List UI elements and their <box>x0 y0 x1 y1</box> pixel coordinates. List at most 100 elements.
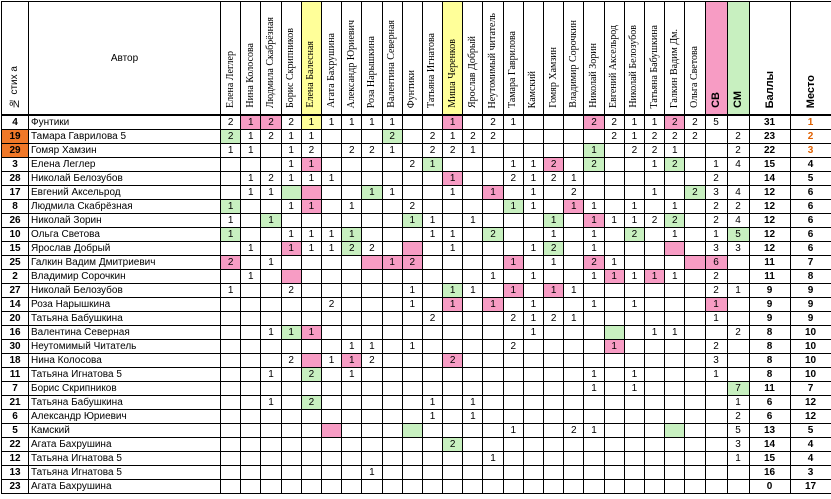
vote-cell <box>564 438 584 452</box>
vote-cell: 2 <box>644 130 664 144</box>
author-name: Ярослав Добрый <box>29 242 221 256</box>
vote-cell <box>281 466 301 480</box>
vote-cell <box>402 410 422 424</box>
vote-cell <box>685 256 705 270</box>
vote-cell <box>443 270 463 284</box>
vote-cell <box>523 410 543 424</box>
vote-cell <box>644 466 664 480</box>
vote-cell: 1 <box>523 326 543 340</box>
vote-cell: 1 <box>261 256 281 270</box>
poem-number: 3 <box>2 158 29 172</box>
vote-cell <box>624 326 644 340</box>
vote-cell: 2 <box>665 115 685 130</box>
vote-cell <box>564 158 584 172</box>
vote-cell <box>362 396 382 410</box>
vote-cell <box>604 186 624 200</box>
vote-cell: 1 <box>281 242 301 256</box>
vote-cell <box>422 438 442 452</box>
vote-cell <box>241 214 261 228</box>
poem-number: 4 <box>2 115 29 130</box>
vote-cell <box>241 424 261 438</box>
vote-cell: 1 <box>241 115 261 130</box>
sv-cell <box>705 144 727 158</box>
vote-cell <box>301 480 321 494</box>
vote-cell <box>342 312 362 326</box>
vote-cell: 1 <box>564 312 584 326</box>
vote-cell <box>261 340 281 354</box>
vote-cell: 1 <box>382 186 402 200</box>
vote-cell: 1 <box>604 270 624 284</box>
poem-number: 20 <box>2 312 29 326</box>
vote-cell: 1 <box>584 200 604 214</box>
vote-cell <box>483 242 503 256</box>
vote-cell: 1 <box>301 172 321 186</box>
vote-cell: 1 <box>301 158 321 172</box>
vote-cell <box>685 172 705 186</box>
vote-cell: 1 <box>443 284 463 298</box>
vote-cell <box>342 396 362 410</box>
vote-cell: 2 <box>402 256 422 270</box>
vote-cell <box>644 368 664 382</box>
vote-cell <box>483 284 503 298</box>
vote-cell: 1 <box>523 242 543 256</box>
sm-cell <box>727 312 749 326</box>
vote-cell <box>321 424 341 438</box>
vote-cell <box>604 158 624 172</box>
vote-cell: 2 <box>402 158 422 172</box>
place-cell: 8 <box>790 270 831 284</box>
place-cell: 3 <box>790 466 831 480</box>
vote-cell <box>463 115 483 130</box>
vote-cell: 1 <box>644 158 664 172</box>
vote-cell: 2 <box>362 242 382 256</box>
vote-cell <box>604 382 624 396</box>
score-cell: 11 <box>749 270 790 284</box>
vote-cell: 1 <box>382 115 402 130</box>
vote-cell <box>261 354 281 368</box>
vote-cell: 1 <box>624 270 644 284</box>
vote-cell: 2 <box>463 130 483 144</box>
vote-cell: 1 <box>402 214 422 228</box>
vote-cell <box>503 228 523 242</box>
poem-number: 15 <box>2 242 29 256</box>
vote-cell: 1 <box>321 115 341 130</box>
vote-cell: 2 <box>685 115 705 130</box>
vote-cell: 1 <box>241 130 261 144</box>
sm-cell: 2 <box>727 410 749 424</box>
vote-cell: 1 <box>463 214 483 228</box>
vote-cell: 1 <box>281 200 301 214</box>
vote-cell: 1 <box>342 115 362 130</box>
vote-cell <box>463 298 483 312</box>
vote-cell <box>665 396 685 410</box>
vote-cell <box>281 312 301 326</box>
poem-number: 30 <box>2 340 29 354</box>
place-cell: 10 <box>790 354 831 368</box>
vote-cell <box>523 144 543 158</box>
vote-cell <box>644 228 664 242</box>
place-cell: 1 <box>790 115 831 130</box>
vote-cell: 2 <box>261 115 281 130</box>
vote-cell: 1 <box>362 340 382 354</box>
vote-cell: 1 <box>544 214 564 228</box>
vote-cell <box>604 312 624 326</box>
vote-cell: 1 <box>342 228 362 242</box>
vote-cell <box>523 354 543 368</box>
place-cell: 10 <box>790 340 831 354</box>
vote-cell <box>483 200 503 214</box>
vote-cell <box>321 270 341 284</box>
judge-header: Ярослав Добрый <box>463 2 483 116</box>
poem-number: 13 <box>2 466 29 480</box>
vote-cell <box>685 396 705 410</box>
vote-cell: 1 <box>564 200 584 214</box>
vote-cell: 1 <box>221 214 241 228</box>
vote-cell <box>301 410 321 424</box>
vote-cell: 2 <box>281 284 301 298</box>
vote-cell <box>685 424 705 438</box>
vote-cell <box>402 368 422 382</box>
vote-cell <box>241 312 261 326</box>
vote-cell <box>544 424 564 438</box>
